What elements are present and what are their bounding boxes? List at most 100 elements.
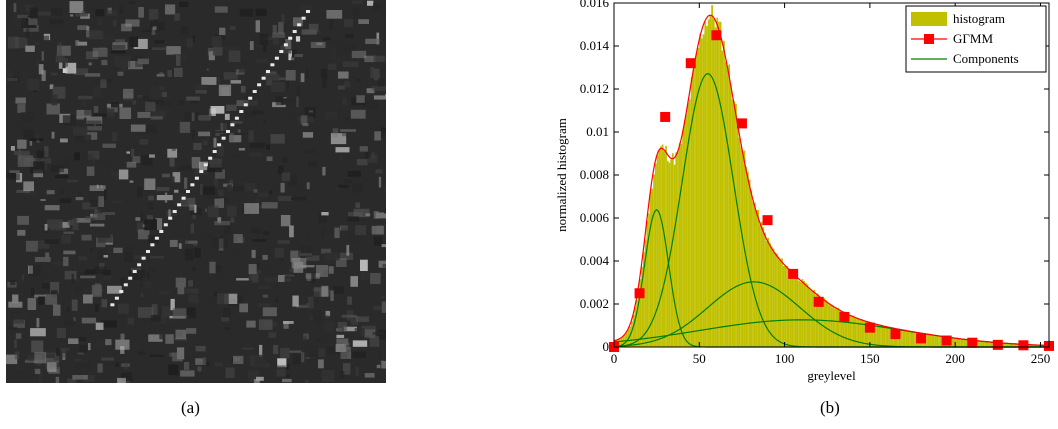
texture-patch [101, 59, 108, 66]
texture-patch [29, 138, 44, 141]
texture-patch [86, 166, 95, 176]
histogram-bar [965, 339, 968, 347]
texture-patch [172, 308, 187, 319]
texture-patch [183, 53, 187, 61]
texture-patch [366, 88, 375, 94]
histogram-bar [938, 336, 940, 347]
texture-patch [144, 219, 157, 231]
histogram-bar [760, 221, 763, 347]
texture-patch [280, 182, 285, 193]
texture-patch [248, 257, 264, 263]
histogram-bar [869, 321, 872, 347]
texture-patch [78, 95, 93, 100]
texture-patch [376, 347, 386, 358]
texture-patch [369, 336, 380, 347]
texture-patch [140, 213, 144, 222]
texture-patch [162, 173, 170, 178]
texture-patch [16, 189, 31, 193]
texture-patch [60, 198, 72, 203]
texture-patch [240, 86, 246, 93]
texture-patch [224, 293, 238, 304]
texture-patch [140, 292, 144, 297]
texture-patch [75, 40, 80, 46]
texture-patch [147, 202, 154, 210]
histogram-bar [735, 103, 737, 347]
gtmm-marker [967, 337, 978, 348]
texture-patch [94, 266, 107, 274]
texture-patch [321, 370, 335, 382]
histogram-bar [777, 256, 780, 347]
texture-patch [218, 84, 232, 96]
texture-patch [376, 32, 380, 45]
texture-patch [352, 340, 368, 347]
texture-patch [120, 277, 126, 287]
x-tick-label: 250 [1031, 351, 1051, 366]
histogram-bar [878, 324, 881, 347]
x-axis-label: greylevel [807, 368, 856, 383]
texture-patch [148, 100, 164, 104]
texture-patch [306, 67, 309, 78]
texture-patch [378, 329, 386, 340]
texture-patch [123, 362, 128, 370]
texture-patch [230, 80, 242, 84]
texture-patch [67, 219, 74, 226]
histogram-bar [1009, 343, 1012, 347]
texture-patch [300, 115, 308, 125]
texture-patch [34, 257, 51, 262]
texture-patch [252, 239, 267, 242]
histogram-bar [951, 337, 954, 347]
texture-patch [340, 252, 353, 260]
histogram-bar [1038, 345, 1041, 347]
texture-patch [64, 320, 74, 327]
texture-patch [251, 274, 259, 283]
texture-patch [23, 181, 34, 192]
chart-svg: 0 50 100 150 200 250 0 0.002 0.004 0.006 0.008 0.01… [554, 0, 1054, 383]
texture-patch [340, 347, 351, 359]
texture-patch [356, 95, 365, 103]
histogram-bar [933, 334, 935, 347]
texture-patch [119, 363, 130, 367]
texture-patch [115, 39, 125, 45]
texture-patch [253, 189, 258, 193]
y-tick-label: 0 [603, 339, 610, 354]
texture-patch [36, 240, 50, 249]
texture-patch [144, 178, 156, 190]
texture-patch [316, 338, 322, 341]
texture-patch [380, 132, 386, 138]
texture-patch [97, 208, 109, 216]
texture-patch [13, 3, 17, 13]
texture-patch [309, 291, 320, 302]
texture-patch [111, 200, 122, 204]
texture-patch [270, 134, 285, 144]
texture-patch [138, 351, 146, 356]
bright-track [221, 136, 226, 140]
bright-track [110, 303, 115, 307]
texture-patch [86, 51, 99, 60]
texture-patch [291, 56, 297, 67]
histogram-bar [837, 307, 840, 347]
texture-patch [145, 101, 156, 112]
texture-patch [103, 275, 112, 281]
texture-patch [97, 18, 102, 26]
texture-patch [330, 290, 334, 301]
texture-patch [17, 104, 26, 113]
bright-track [154, 236, 159, 240]
texture-patch [373, 95, 385, 100]
histogram-bar [704, 22, 707, 348]
texture-patch [241, 347, 254, 350]
histogram-bar [685, 114, 688, 348]
histogram-bar [770, 246, 773, 347]
texture-patch [232, 186, 245, 192]
texture-patch [322, 166, 326, 176]
texture-patch [189, 204, 195, 211]
texture-patch [364, 55, 376, 63]
texture-patch [82, 202, 98, 210]
histogram-bar [835, 308, 838, 347]
sar-image [6, 0, 386, 383]
texture-patch [168, 209, 171, 219]
texture-patch [232, 154, 239, 158]
texture-patch [244, 182, 256, 192]
texture-patch [165, 334, 174, 344]
texture-patch [101, 357, 115, 361]
gtmm-marker [813, 296, 824, 307]
